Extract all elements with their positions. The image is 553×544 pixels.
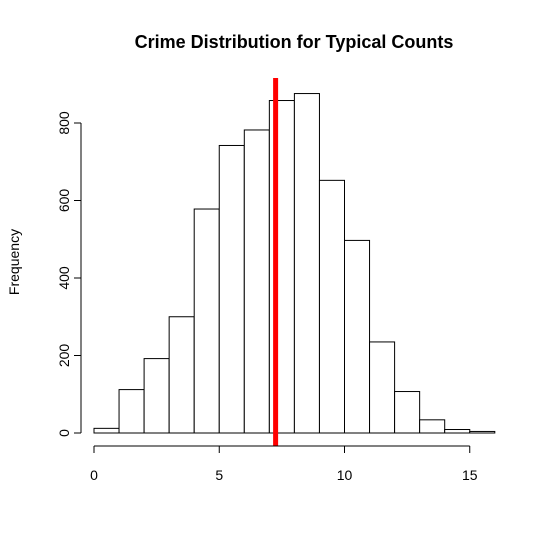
- y-tick-label: 600: [56, 189, 72, 213]
- histogram-bar: [444, 429, 471, 434]
- histogram-bar: [344, 239, 371, 434]
- y-tick-label: 400: [56, 266, 72, 290]
- histogram-bar: [394, 391, 421, 434]
- histogram-bar: [419, 419, 446, 434]
- histogram-bar: [193, 208, 220, 434]
- y-tick-label: 0: [56, 429, 72, 437]
- y-tick-label: 800: [56, 111, 72, 135]
- histogram-bar: [93, 427, 120, 434]
- y-axis-title: Frequency: [6, 229, 22, 295]
- y-tick-label: 200: [56, 344, 72, 368]
- chart-title: Crime Distribution for Typical Counts: [135, 32, 454, 52]
- histogram-bar: [143, 358, 170, 434]
- y-axis: 0 200 400 600 800: [56, 111, 82, 437]
- histogram-bar: [268, 100, 295, 434]
- histogram-bar: [469, 430, 496, 434]
- x-tick-label: 5: [215, 467, 223, 483]
- histogram-bar: [243, 129, 270, 434]
- histogram-bar: [118, 389, 145, 434]
- x-tick-label: 10: [337, 467, 353, 483]
- x-tick-label: 15: [462, 467, 478, 483]
- x-tick-label: 0: [90, 467, 98, 483]
- x-axis: 0 5 10 15: [90, 445, 478, 483]
- histogram-bar: [168, 316, 195, 434]
- histogram-bar: [218, 144, 245, 434]
- histogram-bars: [93, 93, 496, 434]
- histogram-bar: [369, 341, 396, 434]
- histogram-bar: [318, 179, 346, 434]
- histogram-bar: [293, 93, 320, 434]
